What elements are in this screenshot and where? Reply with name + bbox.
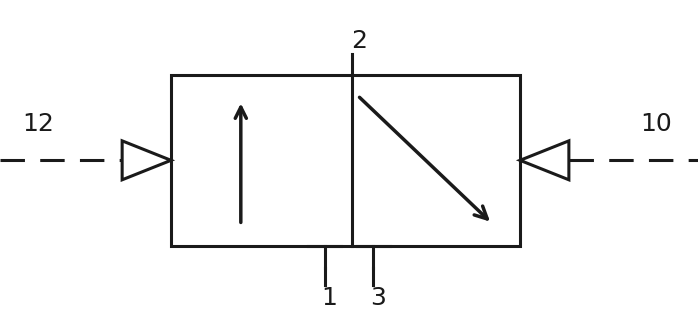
Text: 1: 1 <box>322 286 338 310</box>
Text: 3: 3 <box>371 286 387 310</box>
Text: 12: 12 <box>22 112 54 135</box>
Text: 10: 10 <box>640 112 672 135</box>
Text: 2: 2 <box>352 29 367 53</box>
